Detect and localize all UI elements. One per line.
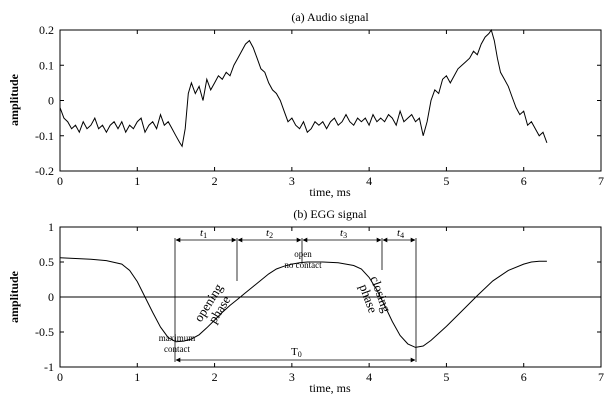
audio-y-axis-label: amplitude xyxy=(7,73,21,126)
t0-label: T0 xyxy=(291,346,302,359)
audio-x-tick-label: 7 xyxy=(598,174,604,188)
egg-y-tick-label: 0.5 xyxy=(39,255,54,269)
t3-label: t3 xyxy=(340,227,347,240)
audio-plot-frame xyxy=(59,29,602,172)
audio-x-tick-label: 0 xyxy=(57,174,63,188)
audio-x-tick-label: 1 xyxy=(134,174,140,188)
no-contact-label: no contact xyxy=(284,260,322,270)
egg-x-tick-label: 1 xyxy=(134,370,140,384)
contact-label: contact xyxy=(164,344,190,354)
egg-x-tick-label: 4 xyxy=(366,370,372,384)
egg-axis-ticks: 0 1 2 3 4 5 6 7 1 0.5 0 -0.5 -1 xyxy=(35,220,604,384)
duration-arrows xyxy=(175,237,416,363)
audio-y-tick-label: 0.1 xyxy=(39,58,54,72)
audio-y-tick-label: 0.2 xyxy=(39,23,54,37)
audio-x-axis-label: time, ms xyxy=(309,185,351,199)
t1-label: t1 xyxy=(200,227,207,240)
audio-chart: (a) Audio signal amplitude time, ms 0 1 2 3… xyxy=(7,10,604,199)
audio-axis-ticks: 0 1 2 3 4 5 6 7 0.2 0.1 0 -0.1 -0.2 xyxy=(35,23,604,188)
maximum-label: maximum xyxy=(159,333,196,343)
audio-y-tick-label: 0 xyxy=(48,94,54,108)
egg-x-tick-label: 6 xyxy=(521,370,527,384)
audio-x-tick-label: 5 xyxy=(443,174,449,188)
egg-y-axis-label: amplitude xyxy=(7,270,21,323)
audio-y-tick-label: -0.2 xyxy=(35,164,54,178)
egg-y-tick-label: -1 xyxy=(44,360,54,374)
audio-x-tick-label: 6 xyxy=(521,174,527,188)
egg-x-tick-label: 0 xyxy=(57,370,63,384)
audio-x-tick-label: 2 xyxy=(212,174,218,188)
audio-y-tick-label: -0.1 xyxy=(35,129,54,143)
egg-x-tick-label: 7 xyxy=(598,370,604,384)
audio-x-tick-label: 4 xyxy=(366,174,372,188)
closing-phase-label: closing phase xyxy=(356,274,394,315)
egg-x-tick-label: 3 xyxy=(289,370,295,384)
t2-label: t2 xyxy=(266,227,273,240)
phase-markers xyxy=(174,238,417,362)
t4-label: t4 xyxy=(397,227,404,240)
egg-x-tick-label: 5 xyxy=(443,370,449,384)
egg-y-tick-label: -0.5 xyxy=(35,325,54,339)
audio-x-tick-label: 3 xyxy=(289,174,295,188)
open-label: open xyxy=(294,249,312,259)
egg-chart: (b) EGG signal amplitude time, ms 0 1 2 3 4 5… xyxy=(7,207,604,395)
egg-y-tick-label: 0 xyxy=(48,290,54,304)
egg-y-tick-label: 1 xyxy=(48,220,54,234)
egg-x-tick-label: 2 xyxy=(212,370,218,384)
audio-signal-line xyxy=(59,28,548,148)
audio-chart-title: (a) Audio signal xyxy=(291,10,369,24)
egg-signal-line xyxy=(59,257,547,348)
egg-x-axis-label: time, ms xyxy=(309,381,351,395)
egg-chart-title: (b) EGG signal xyxy=(293,207,367,221)
